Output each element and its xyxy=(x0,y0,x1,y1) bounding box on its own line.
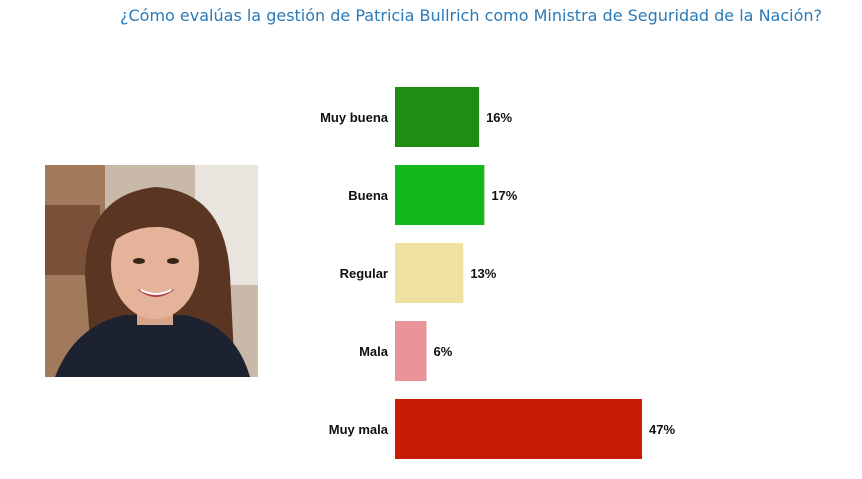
value-label: 6% xyxy=(434,344,453,359)
value-label: 16% xyxy=(486,110,512,125)
portrait-photo xyxy=(45,165,258,377)
bar-muy-mala xyxy=(395,399,642,459)
category-label: Muy mala xyxy=(329,422,389,437)
bar-muy-buena xyxy=(395,87,480,147)
bar-mala xyxy=(395,321,427,381)
value-label: 17% xyxy=(491,188,517,203)
category-label: Regular xyxy=(340,266,388,281)
value-label: 47% xyxy=(649,422,675,437)
category-label: Muy buena xyxy=(320,110,389,125)
category-label: Buena xyxy=(348,188,389,203)
value-label: 13% xyxy=(470,266,496,281)
chart-title: ¿Cómo evalúas la gestión de Patricia Bul… xyxy=(120,6,822,25)
bar-buena xyxy=(395,165,485,225)
category-label: Mala xyxy=(359,344,389,359)
portrait-image xyxy=(45,165,258,377)
bar-regular xyxy=(395,243,464,303)
